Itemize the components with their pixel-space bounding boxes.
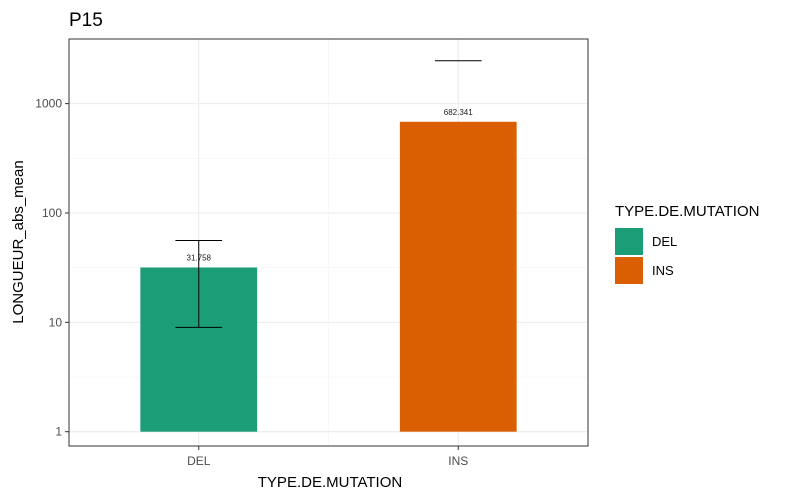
data-label-ins: 682.341: [444, 108, 473, 117]
y-tick-label: 100: [42, 206, 62, 220]
bar-ins: [399, 121, 517, 432]
legend-label-del: DEL: [652, 234, 677, 249]
chart-title: P15: [69, 10, 103, 31]
data-label-del: 31.758: [187, 253, 212, 262]
y-axis: 1 10 100 1000: [35, 97, 69, 439]
y-tick-label: 10: [49, 315, 63, 329]
legend-title: TYPE.DE.MUTATION: [615, 203, 759, 220]
error-bars: [175, 60, 482, 328]
legend-key-ins: [615, 257, 643, 284]
legend-label-ins: INS: [652, 263, 674, 278]
legend-key-del: [615, 228, 643, 255]
y-tick-label: 1: [55, 425, 62, 439]
data-labels: 31.758 682.341: [187, 108, 474, 263]
legend: TYPE.DE.MUTATION DEL INS: [615, 203, 759, 284]
y-tick-label: 1000: [35, 97, 62, 111]
x-tick-label: INS: [448, 454, 468, 468]
y-axis-title: LONGUEUR_abs_mean: [10, 160, 27, 323]
x-axis-title: TYPE.DE.MUTATION: [258, 474, 402, 491]
plot-panel-border: [68, 38, 589, 447]
x-axis: DEL INS: [187, 446, 468, 468]
x-tick-label: DEL: [187, 454, 211, 468]
